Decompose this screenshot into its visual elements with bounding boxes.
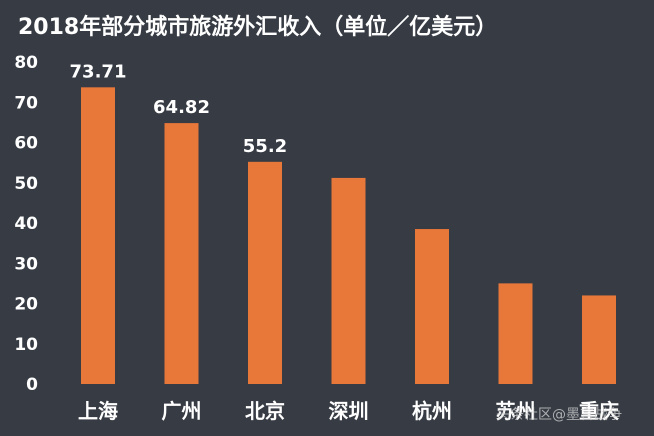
- bar: [331, 177, 366, 384]
- y-tick-label: 50: [14, 174, 38, 194]
- data-label: 55.2: [243, 136, 287, 157]
- y-tick-label: 10: [14, 335, 38, 355]
- x-tick-label: 广州: [162, 399, 202, 423]
- watermark-text: 头条社区@墨言战争: [496, 406, 622, 423]
- x-tick-label: 杭州: [412, 399, 452, 423]
- y-tick-label: 40: [14, 214, 38, 234]
- y-tick-label: 30: [14, 254, 38, 274]
- x-tick-label: 上海: [78, 399, 118, 423]
- bar: [248, 161, 282, 384]
- y-tick-label: 20: [14, 295, 38, 315]
- bar: [164, 123, 199, 385]
- y-tick-label: 0: [26, 375, 38, 395]
- y-tick-label: 70: [14, 93, 38, 113]
- bar-series: 73.71 64.82 55.2: [70, 61, 616, 385]
- bar: [582, 295, 616, 384]
- x-tick-label: 苏州: [496, 399, 536, 423]
- x-tick-label: 重庆: [579, 399, 619, 423]
- data-label: 64.82: [153, 97, 210, 118]
- y-axis: 0 10 20 30 40 50 60 70 80: [14, 53, 38, 395]
- bar: [415, 229, 449, 384]
- y-tick-label: 60: [14, 134, 38, 154]
- x-tick-label: 深圳: [329, 399, 369, 423]
- x-tick-label: 北京: [245, 399, 285, 423]
- chart-title: 2018年部分城市旅游外汇收入（单位／亿美元）: [18, 14, 497, 40]
- x-axis: 上海 广州 北京 深圳 杭州 苏州 重庆: [78, 399, 619, 423]
- bar: [81, 87, 115, 384]
- data-label: 73.71: [70, 61, 127, 82]
- y-tick-label: 80: [14, 53, 38, 73]
- bar: [498, 283, 533, 384]
